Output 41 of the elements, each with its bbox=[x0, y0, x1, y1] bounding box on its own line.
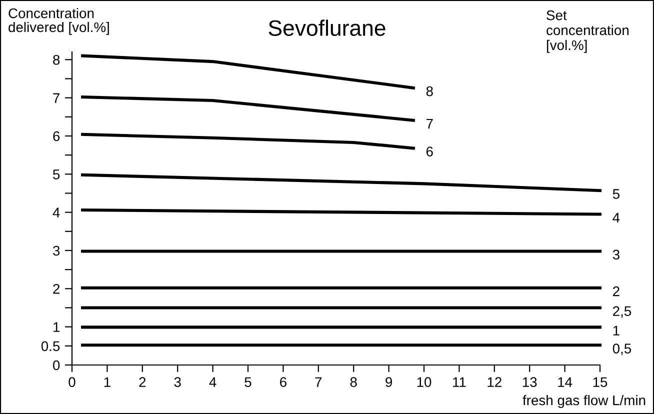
x-tick-label: 5 bbox=[244, 377, 252, 388]
x-tick-label: 3 bbox=[174, 377, 181, 388]
x-tick-label: 0 bbox=[68, 377, 76, 388]
x-tick-label: 4 bbox=[209, 377, 216, 387]
series-label: 0,5 bbox=[612, 344, 632, 356]
y-tick-label: 7 bbox=[53, 93, 60, 103]
x-tick-label: 1 bbox=[104, 377, 110, 387]
series-label: 5 bbox=[612, 189, 620, 199]
line-series bbox=[81, 132, 415, 150]
y-tick-label: 6 bbox=[53, 131, 60, 142]
series-label: 8 bbox=[426, 86, 433, 96]
y-axis-title: Concentration delivered [vol.%] bbox=[8, 8, 109, 35]
series-label: 6 bbox=[426, 146, 433, 156]
x-axis-title: fresh gas flow L/min bbox=[522, 395, 646, 408]
y-tick-label: 5 bbox=[53, 170, 60, 180]
annotation: Set concentration [vol.%] bbox=[546, 10, 628, 53]
y-tick-label: 3 bbox=[53, 246, 60, 256]
x-tick-label: 14 bbox=[558, 377, 572, 387]
chart-title: Sevoflurane bbox=[268, 20, 386, 36]
y-tick-label: 8 bbox=[53, 54, 60, 65]
x-tick-label: 13 bbox=[522, 377, 537, 388]
y-tick-label: 0.5 bbox=[41, 341, 60, 352]
series-label: 7 bbox=[426, 118, 433, 128]
y-tick-label: 1 bbox=[54, 322, 60, 332]
y-tick-label: 2 bbox=[53, 284, 60, 294]
x-tick-label: 2 bbox=[139, 377, 146, 387]
y-tick-label: 4 bbox=[52, 208, 60, 218]
x-tick-label: 9 bbox=[386, 377, 392, 388]
x-tick-label: 12 bbox=[488, 377, 502, 387]
x-tick-label: 10 bbox=[417, 377, 432, 388]
y-tick-label: 0 bbox=[53, 360, 60, 370]
series-label: 2 bbox=[613, 286, 620, 296]
series-label: 2,5 bbox=[613, 306, 632, 318]
x-tick-label: 15 bbox=[593, 377, 608, 388]
series-label: 3 bbox=[612, 250, 620, 260]
x-tick-label: 8 bbox=[350, 377, 357, 388]
x-tick-label: 7 bbox=[315, 377, 322, 387]
x-tick-label: 11 bbox=[453, 377, 466, 387]
series-label: 4 bbox=[612, 212, 620, 222]
x-tick-label: 6 bbox=[280, 377, 286, 388]
series-label: 1 bbox=[613, 326, 620, 336]
